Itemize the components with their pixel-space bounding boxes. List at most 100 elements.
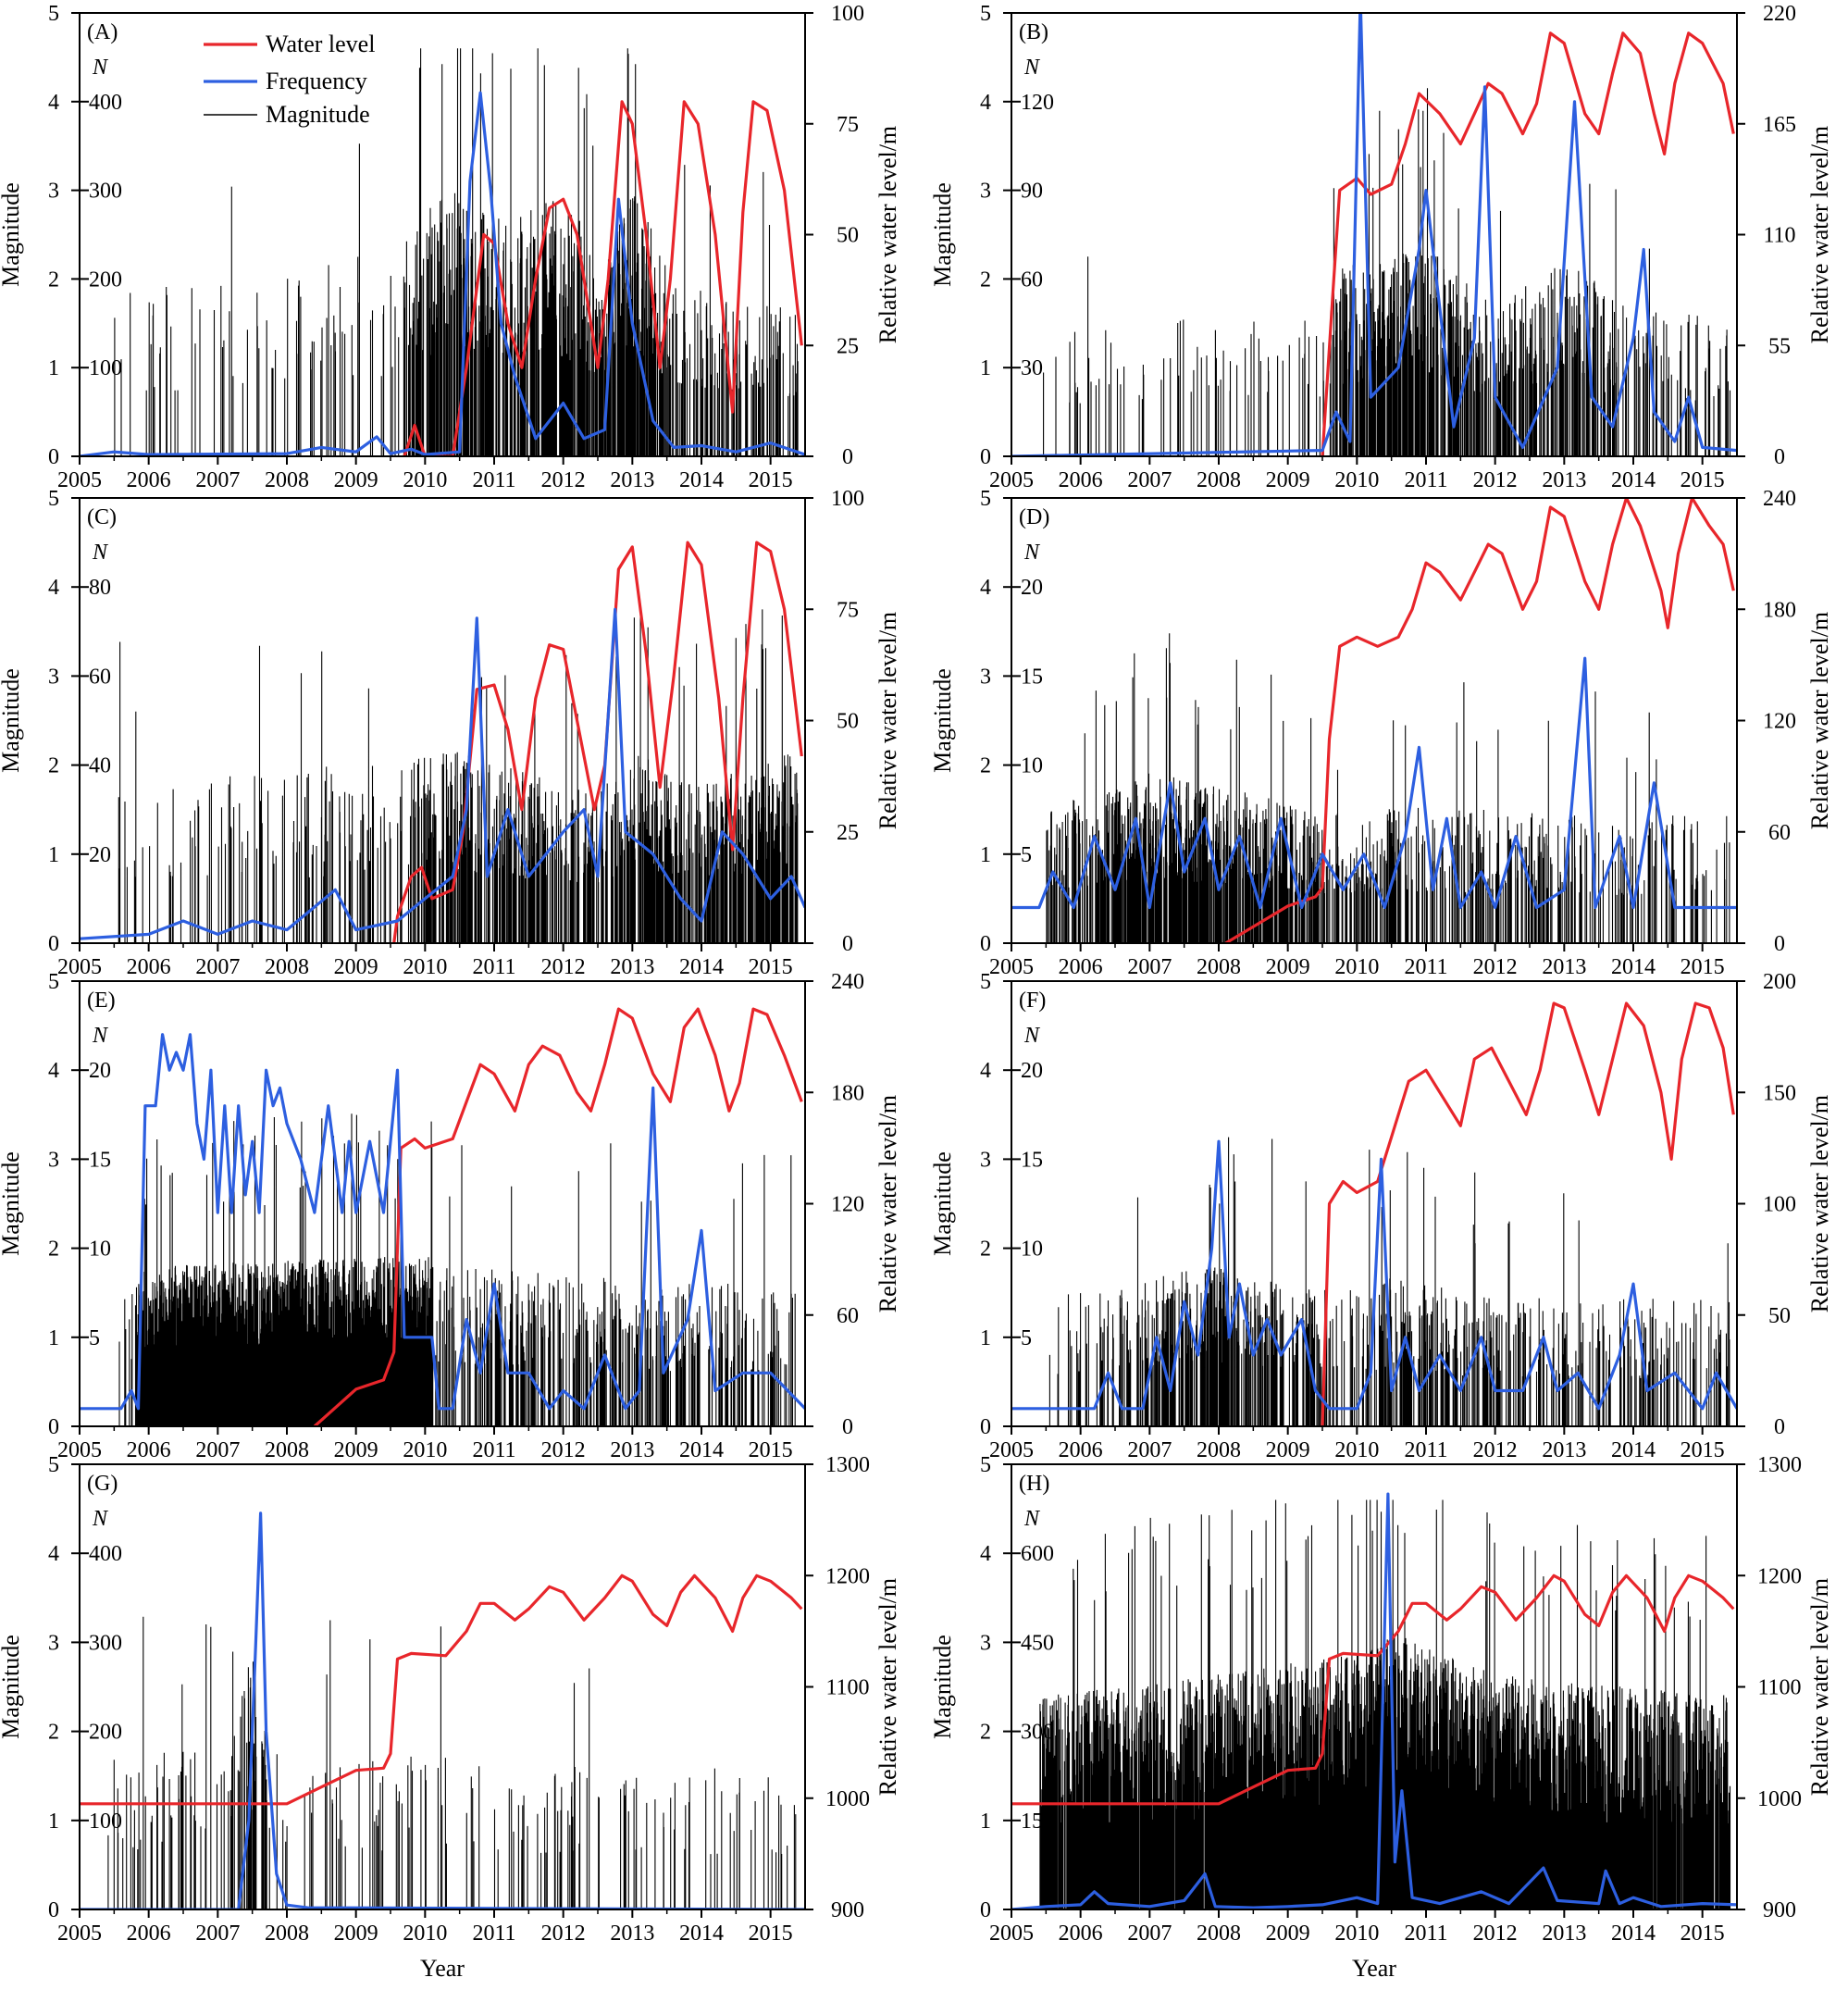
x-tick-label-b: 2012 — [1473, 468, 1518, 492]
x-tick-label-c: 2005 — [57, 955, 102, 979]
x-tick-label-f: 2014 — [1611, 1438, 1656, 1462]
x-tick-label-a: 2007 — [195, 468, 240, 492]
water-level-series-d — [1224, 498, 1735, 943]
wl-tick-label-d: 60 — [1768, 821, 1791, 845]
x-tick-label-h: 2015 — [1681, 1922, 1725, 1946]
frequency-series-e — [80, 1033, 805, 1411]
water-level-axis-label-b: Relative water level/m — [1806, 126, 1833, 343]
wl-tick-label-g: 1200 — [825, 1564, 870, 1588]
wl-tick-label-b: 220 — [1763, 2, 1796, 26]
x-tick-label-e: 2005 — [57, 1438, 102, 1462]
wl-tick-label-d: 240 — [1763, 487, 1796, 511]
x-tick-label-d: 2009 — [1266, 955, 1310, 979]
n-label-g: N — [92, 1507, 109, 1531]
x-tick-label-h: 2005 — [989, 1922, 1034, 1946]
wl-tick-label-g: 1100 — [825, 1676, 869, 1700]
panel-f — [1003, 980, 1745, 1435]
magnitude-axis-label-b: Magnitude — [929, 182, 956, 287]
magnitude-series-h — [1039, 1499, 1731, 1909]
x-tick-label-b: 2011 — [1404, 468, 1447, 492]
wl-tick-label-f: 0 — [1774, 1415, 1785, 1439]
magnitude-series-a — [114, 48, 799, 456]
n-tick-label-f: 15 — [1021, 1148, 1043, 1172]
x-tick-label-h: 2014 — [1611, 1922, 1656, 1946]
x-tick-label-c: 2011 — [472, 955, 515, 979]
frequency-series-c — [80, 607, 805, 940]
n-label-h: N — [1023, 1507, 1041, 1531]
n-tick-label-g: 200 — [89, 1721, 122, 1745]
panel-label-d: (D) — [1019, 505, 1049, 529]
n-tick-label-c: 80 — [89, 576, 111, 600]
x-tick-label-h: 2012 — [1473, 1922, 1518, 1946]
x-tick-label-a: 2011 — [472, 468, 515, 492]
x-tick-label-f: 2009 — [1266, 1438, 1310, 1462]
x-tick-label-g: 2013 — [610, 1922, 654, 1946]
magnitude-series-g — [107, 1616, 797, 1909]
x-axis-label-g: Year — [420, 1955, 465, 1982]
mag-tick-label-a: 4 — [48, 91, 59, 115]
magnitude-axis-label-a: Magnitude — [0, 182, 24, 287]
mag-tick-label-h: 2 — [980, 1721, 991, 1745]
water-level-series-e — [313, 1007, 803, 1426]
legend — [204, 43, 257, 116]
x-tick-label-d: 2015 — [1681, 955, 1725, 979]
x-tick-label-d: 2014 — [1611, 955, 1656, 979]
n-tick-label-b: 90 — [1021, 180, 1043, 204]
magnitude-series-f — [1048, 1137, 1730, 1426]
x-tick-label-a: 2008 — [265, 468, 309, 492]
x-tick-label-c: 2012 — [541, 955, 586, 979]
n-tick-label-g: 100 — [89, 1810, 122, 1834]
x-tick-label-e: 2007 — [195, 1438, 240, 1462]
x-tick-label-b: 2005 — [989, 468, 1034, 492]
x-tick-label-d: 2010 — [1334, 955, 1379, 979]
x-tick-label-g: 2008 — [265, 1922, 309, 1946]
x-tick-label-c: 2013 — [610, 955, 654, 979]
mag-tick-label-a: 3 — [48, 180, 59, 204]
wl-tick-label-e: 120 — [831, 1193, 864, 1217]
x-tick-label-e: 2006 — [127, 1438, 171, 1462]
x-tick-label-h: 2008 — [1197, 1922, 1241, 1946]
mag-tick-label-g: 5 — [48, 1453, 59, 1477]
n-tick-label-e: 5 — [89, 1326, 100, 1350]
n-label-f: N — [1023, 1024, 1041, 1048]
wl-tick-label-h: 900 — [1763, 1898, 1796, 1922]
x-tick-label-f: 2007 — [1127, 1438, 1172, 1462]
mag-tick-label-d: 4 — [980, 576, 991, 600]
legend-label-magnitude: Magnitude — [266, 101, 370, 128]
mag-tick-label-a: 5 — [48, 2, 59, 26]
x-tick-label-b: 2010 — [1334, 468, 1379, 492]
mag-tick-label-e: 4 — [48, 1059, 59, 1083]
wl-tick-label-h: 1000 — [1757, 1787, 1802, 1811]
x-tick-label-c: 2014 — [679, 955, 724, 979]
x-tick-label-a: 2012 — [541, 468, 586, 492]
x-tick-label-g: 2005 — [57, 1922, 102, 1946]
n-tick-label-a: 200 — [89, 267, 122, 292]
wl-tick-label-f: 100 — [1763, 1193, 1796, 1217]
wl-tick-label-f: 150 — [1763, 1081, 1796, 1105]
mag-tick-label-a: 1 — [48, 356, 59, 380]
wl-tick-label-h: 1100 — [1757, 1676, 1801, 1700]
panel-g — [71, 1463, 813, 1918]
wl-tick-label-c: 100 — [831, 487, 864, 511]
x-tick-label-f: 2013 — [1542, 1438, 1586, 1462]
x-tick-label-b: 2014 — [1611, 468, 1656, 492]
wl-tick-label-b: 55 — [1768, 334, 1791, 358]
n-tick-label-d: 15 — [1021, 665, 1043, 689]
wl-tick-label-c: 50 — [837, 710, 859, 734]
n-label-d: N — [1023, 541, 1041, 565]
wl-tick-label-g: 1000 — [825, 1787, 870, 1811]
mag-tick-label-d: 1 — [980, 843, 991, 867]
n-tick-label-h: 150 — [1021, 1810, 1054, 1834]
n-tick-label-f: 20 — [1021, 1059, 1043, 1083]
panel-b — [1003, 12, 1745, 465]
mag-tick-label-h: 5 — [980, 1453, 991, 1477]
mag-tick-label-e: 3 — [48, 1148, 59, 1172]
mag-tick-label-f: 5 — [980, 970, 991, 994]
mag-tick-label-f: 2 — [980, 1238, 991, 1262]
x-tick-label-f: 2011 — [1404, 1438, 1447, 1462]
frequency-series-h — [1011, 1492, 1737, 1909]
mag-tick-label-c: 2 — [48, 754, 59, 778]
water-level-axis-label-d: Relative water level/m — [1806, 612, 1833, 829]
frequency-series-f — [1011, 1139, 1737, 1411]
x-tick-label-d: 2005 — [989, 955, 1034, 979]
